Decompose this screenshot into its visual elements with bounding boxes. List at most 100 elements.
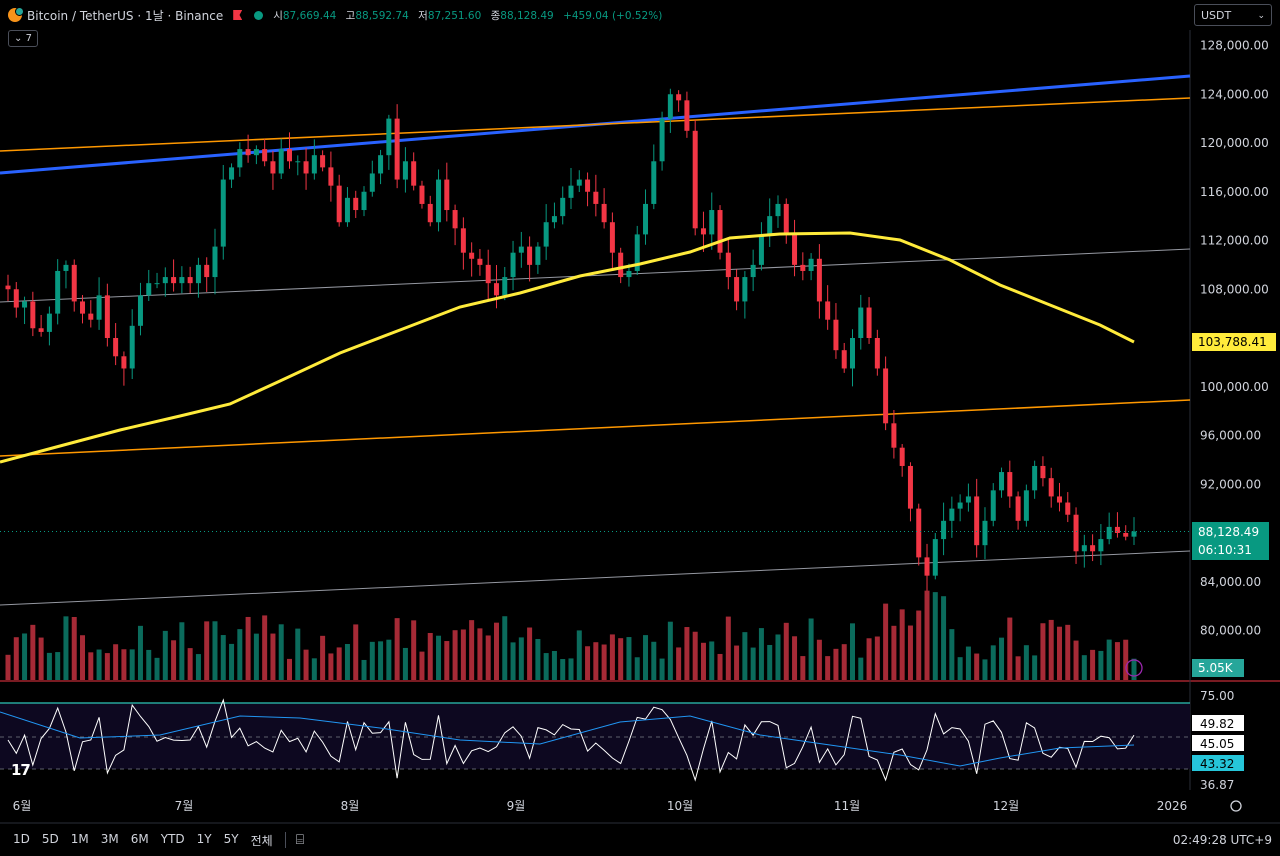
- candle-body: [999, 472, 1005, 491]
- timeframe-7[interactable]: 5Y: [223, 831, 239, 846]
- candle-body: [783, 203, 789, 235]
- volume-bar: [618, 638, 624, 680]
- volume-bar: [220, 635, 226, 680]
- volume-bar: [783, 622, 789, 680]
- candle-body: [510, 252, 516, 278]
- volume-bar: [883, 603, 889, 680]
- volume-bar: [369, 641, 375, 680]
- timeframe-6[interactable]: 1Y: [196, 831, 212, 846]
- volume-bar: [676, 647, 682, 680]
- candle-body: [502, 277, 508, 296]
- flag-icon[interactable]: [233, 10, 243, 20]
- orange-trendline-upper[interactable]: [0, 97, 1191, 152]
- candle-body: [171, 277, 177, 284]
- gray-trendline-upper[interactable]: [0, 248, 1191, 303]
- candle-body: [320, 155, 326, 168]
- orange-trendline-lower[interactable]: [0, 399, 1191, 457]
- gray-trendline-lower[interactable]: [0, 550, 1191, 606]
- volume-bar: [204, 621, 210, 680]
- volume-badge: 5.05K: [1192, 659, 1244, 677]
- volume-bar: [1123, 639, 1129, 680]
- candle-body: [593, 191, 599, 204]
- volume-bar: [891, 625, 897, 680]
- candle-body: [659, 118, 665, 162]
- open-label: 시: [273, 9, 283, 22]
- volume-bar: [1081, 655, 1087, 680]
- timeframe-3[interactable]: 3M: [100, 831, 119, 846]
- date-range-icon[interactable]: ⌸: [295, 832, 305, 848]
- candle-body: [1007, 472, 1013, 497]
- candle-body: [941, 520, 947, 540]
- symbol-title[interactable]: Bitcoin / TetherUS · 1날 · Binance: [27, 8, 224, 23]
- candle-body: [402, 161, 408, 180]
- timeframe-5[interactable]: YTD: [160, 831, 185, 846]
- candle-body: [46, 313, 52, 332]
- volume-bar: [1032, 655, 1038, 680]
- volume-bar: [1090, 649, 1096, 680]
- rsi-tick-label: 75.00: [1200, 689, 1234, 703]
- moving-average-line[interactable]: [0, 231, 1135, 464]
- candle-body: [858, 307, 864, 338]
- tradingview-logo: 17: [11, 761, 31, 779]
- candle-body: [311, 155, 317, 174]
- timeframe-2[interactable]: 1M: [70, 831, 89, 846]
- candle-body: [965, 496, 971, 503]
- candle-body: [1056, 496, 1062, 503]
- candle-body: [692, 130, 698, 229]
- volume-bar: [229, 643, 235, 680]
- rsi-label-bg: [1192, 755, 1244, 771]
- volume-bar: [63, 616, 69, 680]
- timeframe-0[interactable]: 1D: [13, 831, 30, 846]
- timeframe-8[interactable]: 전체: [250, 833, 273, 848]
- volume-bar: [750, 647, 756, 680]
- volume-bar: [469, 620, 475, 680]
- candle-body: [1032, 465, 1038, 491]
- candle-body: [344, 197, 350, 223]
- candle-body: [816, 258, 822, 302]
- open-value: 87,669.44: [282, 9, 337, 22]
- candle-body: [609, 222, 615, 253]
- high-value: 88,592.74: [355, 9, 409, 22]
- candle-body: [990, 490, 996, 521]
- candle-body: [336, 185, 342, 223]
- volume-bar: [601, 644, 607, 680]
- price-tick-label: 96,000.00: [1200, 429, 1261, 443]
- settings-gear-icon[interactable]: [1230, 800, 1242, 812]
- volume-bar: [535, 638, 541, 680]
- high-label: 고: [345, 9, 356, 22]
- volume-bar: [411, 620, 417, 680]
- time-tick-label: 9월: [507, 799, 526, 813]
- candle-body: [568, 185, 574, 198]
- candle-body: [825, 301, 831, 320]
- volume-bar: [990, 645, 996, 680]
- volume-bar: [742, 632, 748, 680]
- candle-body: [700, 228, 706, 235]
- candle-body: [949, 508, 955, 521]
- last-price: 88,128.49: [1198, 525, 1260, 539]
- volume-bar: [1114, 642, 1120, 680]
- candle-body: [386, 118, 392, 156]
- indicator-toggle[interactable]: ⌄ 7: [8, 30, 38, 47]
- alert-lightning-icon[interactable]: [1125, 659, 1143, 677]
- candle-body: [469, 252, 475, 259]
- candle-body: [676, 94, 682, 101]
- timeframe-1[interactable]: 5D: [41, 831, 59, 846]
- volume-bar: [386, 639, 392, 680]
- timeframe-4[interactable]: 6M: [130, 831, 149, 846]
- volume-bar: [551, 650, 557, 680]
- volume-bar: [916, 610, 922, 680]
- volume-bar: [825, 656, 831, 680]
- candle-body: [725, 252, 731, 278]
- time-tick-label: 10월: [667, 799, 693, 813]
- candle-body: [477, 258, 483, 265]
- rsi-band: [0, 703, 1190, 769]
- volume-bar: [709, 641, 715, 680]
- currency-select[interactable]: USDT ⌄: [1194, 4, 1272, 26]
- volume-bar: [1065, 624, 1071, 680]
- candle-body: [229, 167, 235, 180]
- volume-bar: [1048, 619, 1054, 680]
- volume-bar: [634, 657, 640, 680]
- price-chart[interactable]: 128,000.00 124,000.00 120,000.00 116,000.00…: [0, 0, 1280, 824]
- rsi-tick-label: 43.32: [1200, 757, 1234, 771]
- candle-body: [767, 216, 773, 235]
